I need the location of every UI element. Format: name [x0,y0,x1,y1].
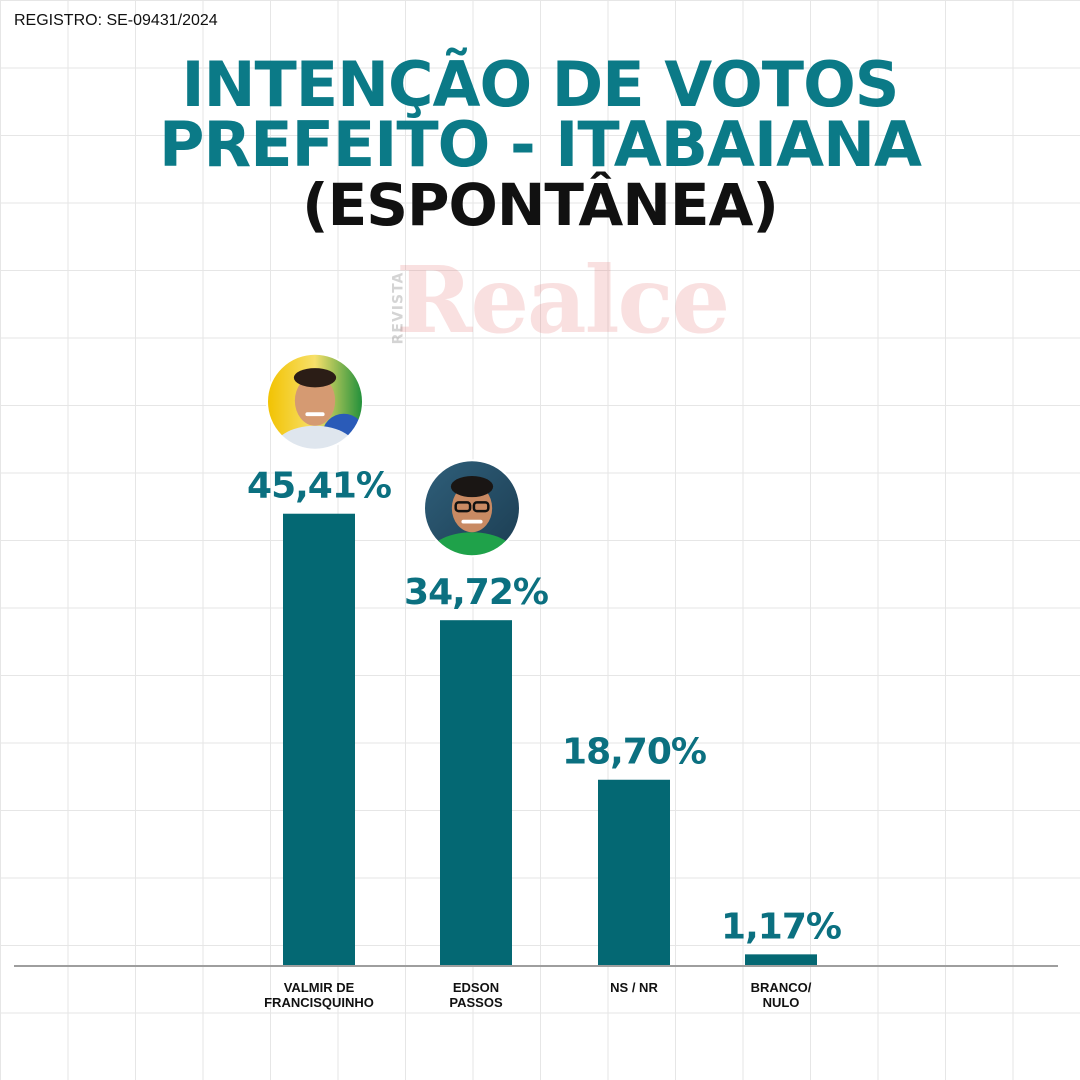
title-line-2: PREFEITO - ITABAIANA [159,108,922,181]
candidate-photo [424,460,520,557]
watermark-logo: Realce REVISTA [372,246,730,360]
category-label: BRANCO/ [751,980,812,995]
value-label: 18,70% [562,732,706,773]
category-label: PASSOS [449,995,503,1010]
bar-group: 1,17% BRANCO/NULO [721,906,842,1010]
registration-number: REGISTRO: SE-09431/2024 [14,12,218,29]
candidate-photo [267,353,363,450]
photo-frame [423,459,521,558]
title-line-3: (ESPONTÂNEA) [302,171,779,239]
category-label: NS / NR [610,980,658,995]
watermark-brand: Realce [396,246,730,354]
category-label: NULO [763,995,800,1010]
title-line-1: INTENÇÃO DE VOTOS [181,48,900,121]
value-label: 45,41% [247,466,391,507]
value-label: 34,72% [404,572,548,613]
bar-group: 18,70% NS / NR [562,732,707,995]
bar [440,620,512,966]
category-label: EDSON [453,980,499,995]
photo-frame [266,352,364,451]
category-label: FRANCISQUINHO [264,995,374,1010]
value-label: 1,17% [721,906,841,947]
bar [598,779,670,966]
bar [745,954,817,966]
bar [283,513,355,966]
category-label: VALMIR DE [284,980,355,995]
